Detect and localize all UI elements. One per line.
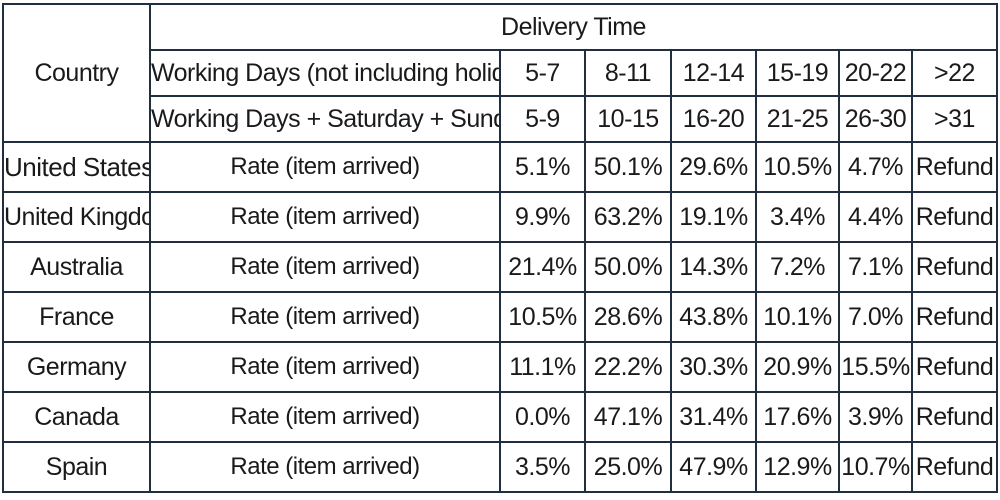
delivery-time-table: Country Delivery Time Working Days (not … [2, 3, 999, 493]
range-cell: 15-19 [755, 49, 840, 97]
value-cell: 4.7% [838, 141, 913, 193]
delivery-table-wrapper: Country Delivery Time Working Days (not … [2, 3, 999, 493]
value-cell: 10.1% [755, 291, 840, 343]
working-weekend-label: Working Days + Saturday + Sunday [149, 95, 501, 143]
range-cell: 5-9 [499, 95, 586, 143]
value-cell: Refund [910, 341, 999, 393]
value-cell: 4.4% [838, 191, 913, 243]
rate-label-cell: Rate (item arrived) [149, 441, 501, 493]
value-cell: 22.2% [584, 341, 672, 393]
value-cell: 14.3% [670, 241, 757, 293]
country-cell: Canada [2, 391, 151, 443]
delivery-time-header: Delivery Time [148, 3, 999, 51]
value-cell: 30.3% [670, 341, 757, 393]
value-cell: Refund [910, 291, 999, 343]
value-cell: 10.7% [838, 441, 913, 493]
value-cell: 9.9% [499, 191, 586, 243]
value-cell: 50.0% [584, 241, 672, 293]
table-row: Australia Rate (item arrived) 21.4% 50.0… [2, 241, 999, 293]
country-cell: Australia [2, 241, 151, 293]
range-cell: 26-30 [838, 95, 913, 143]
value-cell: 50.1% [584, 141, 672, 193]
value-cell: 3.9% [838, 391, 913, 443]
working-days-label: Working Days (not including holiday) [149, 49, 501, 97]
header-row-title: Country Delivery Time [2, 3, 999, 143]
range-cell: 16-20 [670, 95, 757, 143]
value-cell: 25.0% [584, 441, 672, 493]
value-cell: 43.8% [670, 291, 757, 343]
value-cell: 7.0% [838, 291, 913, 343]
country-cell: United States [2, 141, 151, 193]
rate-label-cell: Rate (item arrived) [149, 291, 501, 343]
range-cell: 8-11 [584, 49, 672, 97]
value-cell: 19.1% [670, 191, 757, 243]
value-cell: 5.1% [499, 141, 586, 193]
rate-label-cell: Rate (item arrived) [149, 341, 501, 393]
value-cell: 29.6% [670, 141, 757, 193]
value-cell: 7.1% [838, 241, 913, 293]
value-cell: 20.9% [755, 341, 840, 393]
value-cell: 21.4% [499, 241, 586, 293]
country-header: Country [2, 3, 151, 143]
header-row-working-days: Working Days (not including holiday) 5-7… [3, 49, 999, 97]
rate-label-cell: Rate (item arrived) [149, 241, 501, 293]
range-cell: >22 [910, 49, 999, 97]
country-cell: United Kingdom [2, 191, 151, 243]
rate-label-cell: Rate (item arrived) [149, 141, 501, 193]
country-cell: France [2, 291, 151, 343]
range-cell: 12-14 [670, 49, 757, 97]
range-cell: 10-15 [584, 95, 672, 143]
value-cell: Refund [910, 241, 999, 293]
value-cell: 63.2% [584, 191, 672, 243]
country-cell: Spain [2, 441, 151, 493]
value-cell: 31.4% [670, 391, 757, 443]
table-row: United States Rate (item arrived) 5.1% 5… [2, 141, 999, 193]
value-cell: 17.6% [755, 391, 840, 443]
range-cell: 21-25 [755, 95, 840, 143]
table-row: France Rate (item arrived) 10.5% 28.6% 4… [2, 291, 999, 343]
value-cell: Refund [910, 141, 999, 193]
table-row: Canada Rate (item arrived) 0.0% 47.1% 31… [2, 391, 999, 443]
table-row: United Kingdom Rate (item arrived) 9.9% … [2, 191, 999, 243]
value-cell: Refund [910, 191, 999, 243]
value-cell: 3.5% [499, 441, 586, 493]
value-cell: 47.1% [584, 391, 672, 443]
value-cell: 7.2% [755, 241, 840, 293]
table-row: Germany Rate (item arrived) 11.1% 22.2% … [2, 341, 999, 393]
value-cell: 28.6% [584, 291, 672, 343]
value-cell: 3.4% [755, 191, 840, 243]
value-cell: 10.5% [755, 141, 840, 193]
value-cell: 0.0% [499, 391, 586, 443]
header-row-working-weekend: Working Days + Saturday + Sunday 5-9 10-… [3, 95, 999, 143]
rate-label-cell: Rate (item arrived) [149, 191, 501, 243]
range-cell: 20-22 [838, 49, 913, 97]
value-cell: 12.9% [755, 441, 840, 493]
value-cell: 10.5% [499, 291, 586, 343]
range-cell: 5-7 [499, 49, 586, 97]
value-cell: 47.9% [670, 441, 757, 493]
value-cell: Refund [910, 391, 999, 443]
rate-label-cell: Rate (item arrived) [149, 391, 501, 443]
value-cell: Refund [910, 441, 999, 493]
table-row: Spain Rate (item arrived) 3.5% 25.0% 47.… [2, 441, 999, 493]
country-cell: Germany [2, 341, 151, 393]
range-cell: >31 [910, 95, 999, 143]
value-cell: 11.1% [499, 341, 586, 393]
value-cell: 15.5% [838, 341, 913, 393]
